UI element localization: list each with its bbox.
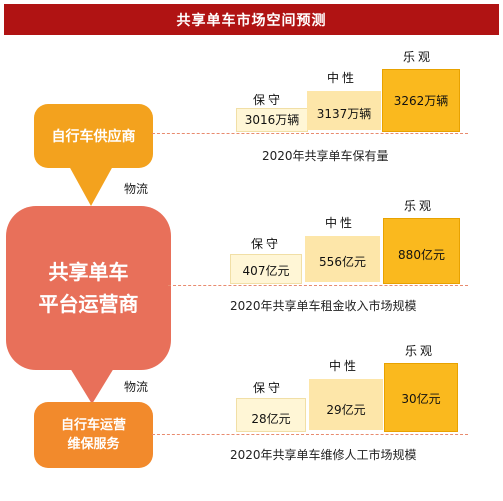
category-label: 乐观 (404, 199, 435, 213)
arrow-platform-to-maintenance (70, 368, 114, 404)
logistics-label-top: 物流 (124, 182, 149, 196)
category-label: 保守 (253, 381, 284, 395)
bar-conservative: 保守 28亿元 (236, 381, 306, 432)
supplier-label: 自行车供应商 (51, 129, 136, 145)
bar-neutral: 中性 556亿元 (305, 216, 380, 282)
category-label: 乐观 (405, 344, 436, 358)
bar-neutral: 中性 29亿元 (309, 359, 383, 430)
bar-value: 407亿元 (242, 264, 290, 278)
category-label: 中性 (329, 359, 360, 373)
category-label: 乐观 (403, 50, 434, 64)
bar-optimistic: 乐观 3262万辆 (382, 50, 460, 132)
bar-value: 3016万辆 (244, 113, 300, 127)
logistics-label-bottom: 物流 (124, 380, 149, 394)
platform-node: 共享单车 平台运营商 (6, 206, 171, 370)
category-label: 中性 (327, 71, 358, 85)
bar-value: 28亿元 (251, 412, 291, 426)
connector-line-3 (152, 434, 468, 435)
bar-conservative: 保守 407亿元 (230, 237, 302, 284)
panel-caption: 2020年共享单车维修人工市场规模 (230, 448, 417, 462)
platform-label-line1: 共享单车 (48, 260, 129, 284)
bar-conservative: 保守 3016万辆 (236, 93, 308, 132)
connector-line-2 (168, 285, 468, 286)
supplier-node: 自行车供应商 (34, 104, 153, 168)
connector-line-1 (152, 133, 468, 134)
platform-label-line2: 平台运营商 (38, 292, 139, 316)
maintenance-label-line1: 自行车运营 (60, 418, 126, 433)
bar-value: 30亿元 (401, 392, 441, 406)
panel-caption: 2020年共享单车租金收入市场规模 (230, 299, 417, 313)
maintenance-node: 自行车运营 维保服务 (34, 402, 153, 468)
category-label: 保守 (253, 93, 284, 107)
bar-optimistic: 乐观 880亿元 (383, 199, 460, 284)
bar-optimistic: 乐观 30亿元 (384, 344, 458, 432)
bar-value: 3137万辆 (316, 107, 372, 121)
maintenance-label-line2: 维保服务 (67, 437, 120, 452)
category-label: 中性 (325, 216, 356, 230)
bar-value: 29亿元 (326, 403, 366, 417)
category-label: 保守 (251, 237, 282, 251)
bar-value: 556亿元 (319, 255, 366, 269)
bar-value: 3262万辆 (393, 94, 449, 108)
bar-neutral: 中性 3137万辆 (307, 71, 381, 130)
arrow-supplier-to-platform (69, 166, 113, 206)
bar-value: 880亿元 (398, 248, 445, 262)
page-title: 共享单车市场空间预测 (4, 4, 499, 35)
panel-caption: 2020年共享单车保有量 (262, 149, 389, 163)
